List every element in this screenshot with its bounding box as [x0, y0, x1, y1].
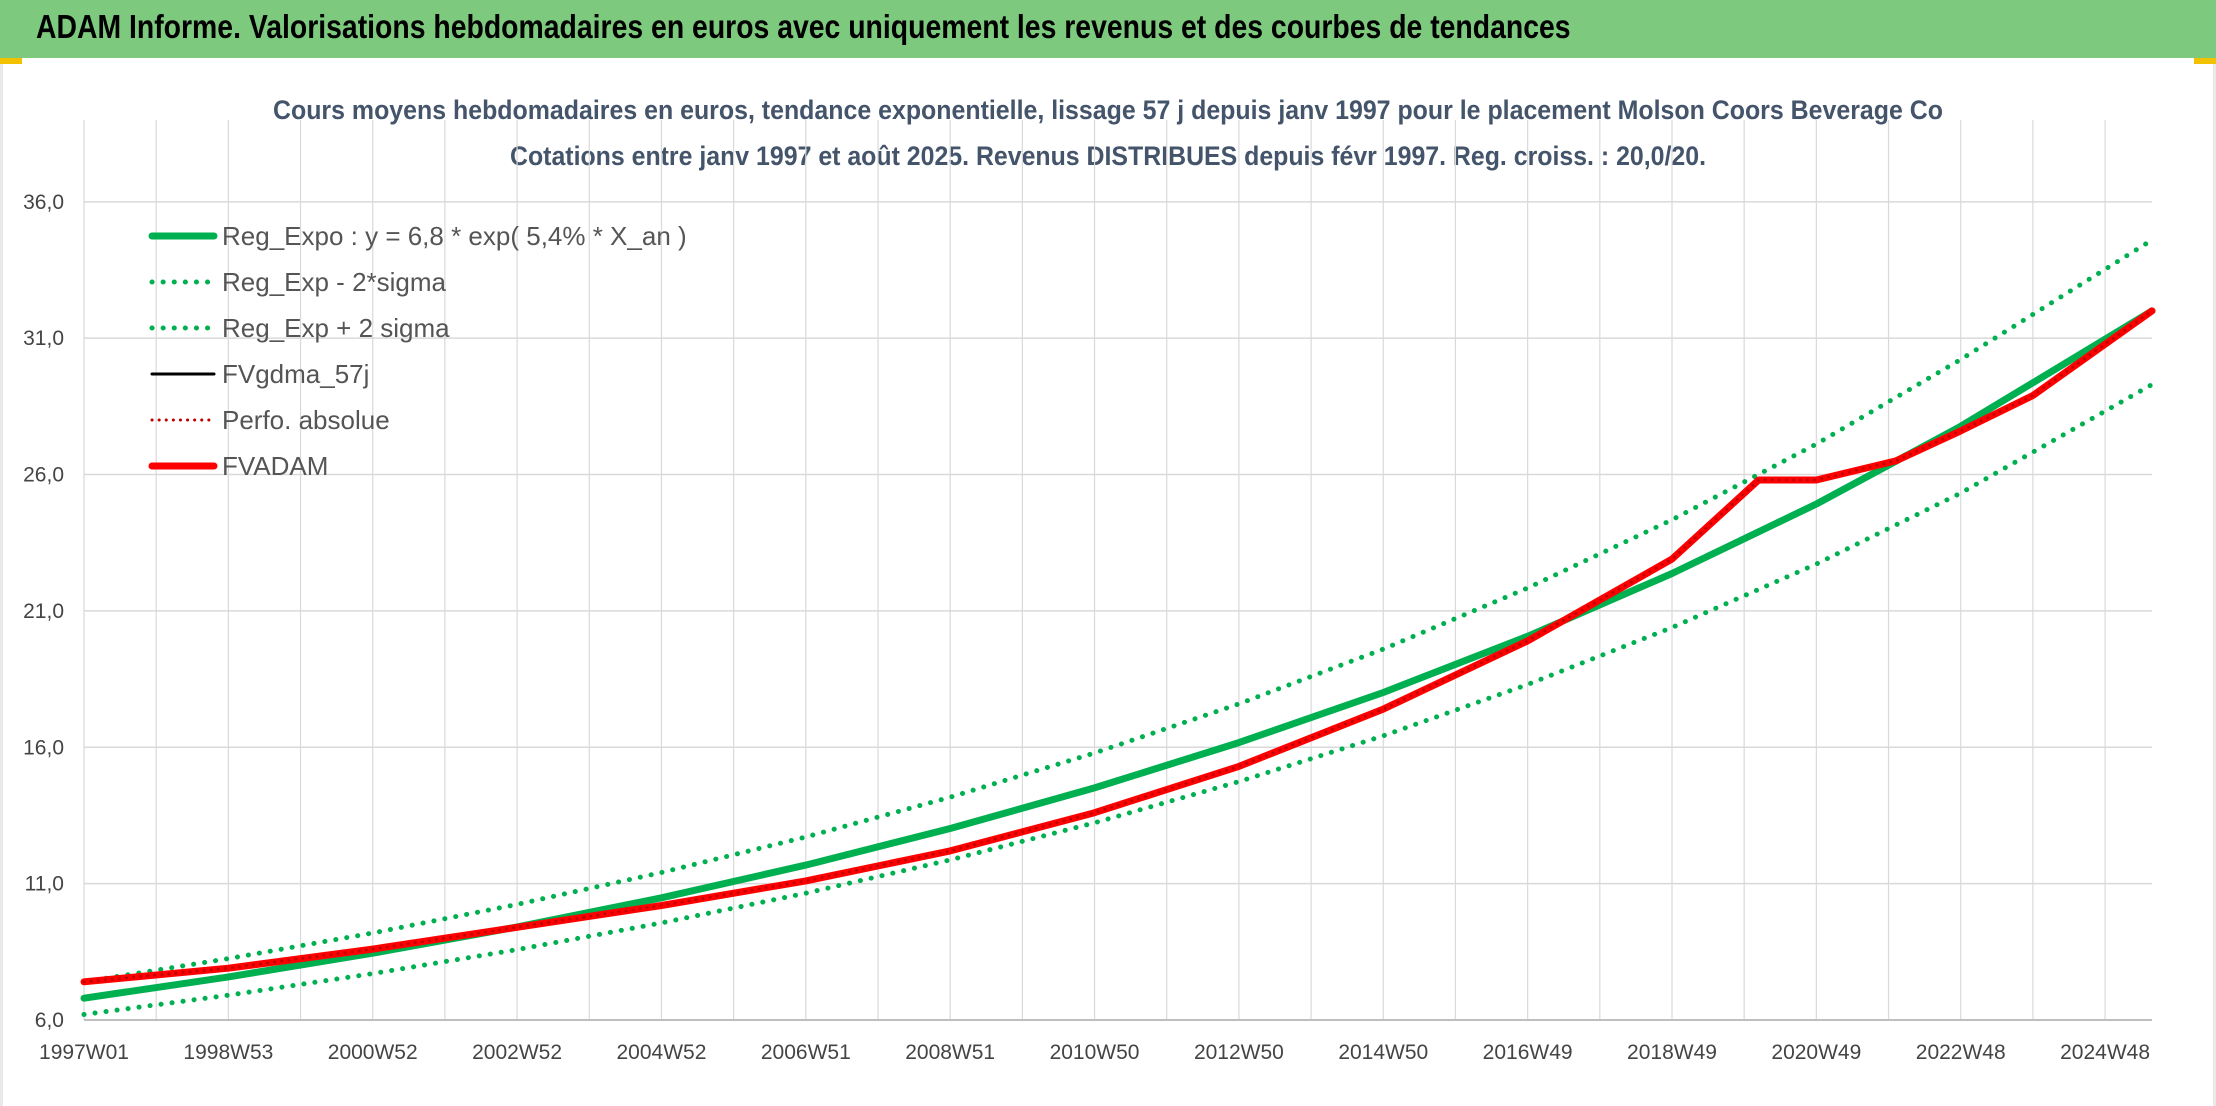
y-tick-label: 26,0	[23, 464, 64, 487]
x-tick-label: 2024W48	[2060, 1041, 2150, 1064]
plot-area	[80, 237, 2156, 1017]
legend-label: Reg_Exp + 2 sigma	[222, 313, 450, 343]
chart-title-line-1: Cours moyens hebdomadaires en euros, ten…	[273, 95, 1943, 125]
x-tick-label: 2018W49	[1627, 1041, 1717, 1064]
legend: Reg_Expo : y = 6,8 * exp( 5,4% * X_an ) R…	[148, 221, 687, 481]
x-tick-label: 2014W50	[1338, 1041, 1428, 1064]
legend-label: FVgdma_57j	[222, 359, 369, 389]
y-tick-label: 16,0	[23, 736, 64, 759]
series-line	[82, 309, 2154, 984]
y-tick-label: 6,0	[35, 1009, 64, 1032]
x-tick-label: 2022W48	[1916, 1041, 2006, 1064]
series-line	[81, 382, 2155, 1017]
axes: 6,0 11,0 16,0 21,0 26,0 31,0 36,0 1997W01 1998W5…	[23, 191, 2152, 1064]
x-tick-label: 1997W01	[39, 1041, 129, 1064]
y-tick-label: 21,0	[23, 600, 64, 623]
x-tick-label: 2008W51	[905, 1041, 995, 1064]
x-tick-label: 1998W53	[183, 1041, 273, 1064]
title-banner: ADAM Informe. Valorisations hebdomadaire…	[0, 0, 2216, 58]
series-line	[80, 307, 2156, 1002]
x-tick-label: 2000W52	[328, 1041, 418, 1064]
x-tick-label: 2006W51	[761, 1041, 851, 1064]
legend-label: FVADAM	[222, 451, 328, 481]
x-tick-label: 2020W49	[1771, 1041, 1861, 1064]
chart-title-line-2: Cotations entre janv 1997 et août 2025. …	[510, 141, 1706, 171]
y-tick-label: 31,0	[23, 327, 64, 350]
x-tick-label: 2010W50	[1050, 1041, 1140, 1064]
report-title: ADAM Informe. Valorisations hebdomadaire…	[36, 8, 1571, 45]
series-line	[80, 307, 2156, 986]
x-tick-label: 2012W50	[1194, 1041, 1284, 1064]
legend-label: Reg_Exp - 2*sigma	[222, 267, 447, 297]
banner-corner-right	[2194, 58, 2216, 64]
x-tick-label: 2016W49	[1483, 1041, 1573, 1064]
grid	[83, 120, 2152, 1021]
x-tick-label: 2002W52	[472, 1041, 562, 1064]
series-line	[82, 309, 2154, 984]
series-line	[81, 237, 2155, 985]
legend-label: Perfo. absolue	[222, 405, 390, 435]
chart-frame	[0, 64, 2216, 1106]
y-tick-label: 36,0	[23, 191, 64, 214]
banner-corner-left	[0, 58, 22, 64]
legend-label: Reg_Expo : y = 6,8 * exp( 5,4% * X_an )	[222, 221, 687, 251]
x-tick-label: 2004W52	[616, 1041, 706, 1064]
y-tick-label: 11,0	[25, 873, 64, 896]
